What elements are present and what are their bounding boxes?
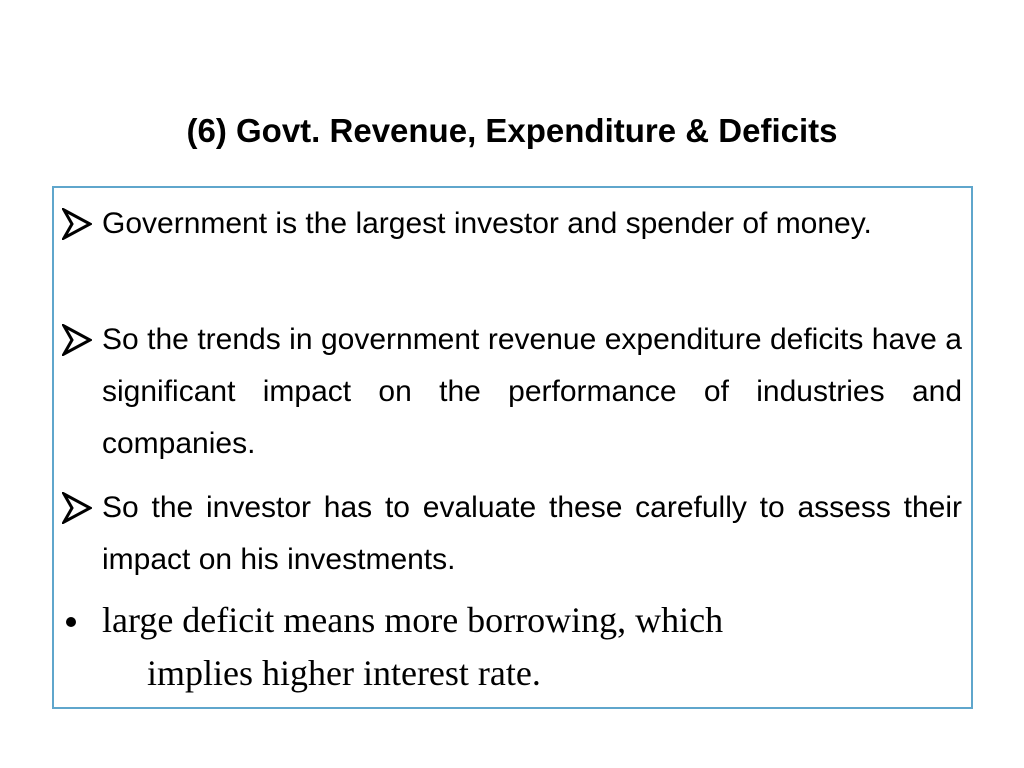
dot-bullet: [66, 617, 76, 627]
bullet-line: large deficit means more borrowing, whic…: [102, 600, 724, 640]
bullet-line: implies higher interest rate.: [147, 653, 541, 693]
bullet: Government is the largest investor and s…: [62, 198, 962, 250]
bullet-text: So the investor has to evaluate these ca…: [102, 491, 962, 576]
arrow-bullet: [62, 492, 92, 524]
arrow-bullet: [62, 324, 92, 356]
bullet: large deficit means more borrowing, whic…: [66, 594, 962, 700]
bullet-text: Government is the largest investor and s…: [102, 207, 872, 240]
content-box: Government is the largest investor and s…: [52, 186, 973, 709]
bullet: So the trends in government revenue expe…: [62, 314, 962, 470]
bullet: So the investor has to evaluate these ca…: [62, 482, 962, 586]
arrow-bullet: [62, 208, 92, 240]
slide-title: (6) Govt. Revenue, Expenditure & Deficit…: [186, 112, 838, 149]
bullet-text: So the trends in government revenue expe…: [102, 323, 962, 460]
